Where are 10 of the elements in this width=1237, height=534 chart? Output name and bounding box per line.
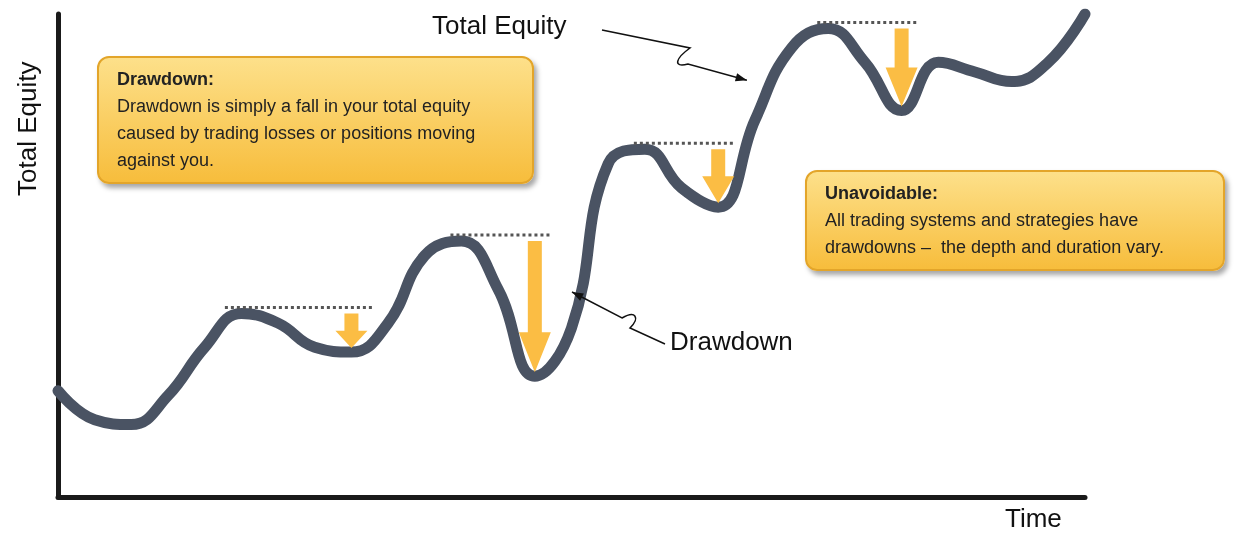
text-box: Unavoidable: All trading systems and strategies have drawdowns – the depth and duration vary. [805, 170, 1225, 271]
text: Total Equity [432, 10, 567, 41]
text-box: Drawdown: Drawdown is simply a fall in your total equity caused by trading losses or positions moving against you. [97, 56, 534, 184]
annotation: Drawdown: [117, 68, 215, 91]
annotation: All trading systems and strategies have drawdowns – the depth and duration vary. [825, 210, 1164, 257]
x-axis-title: Time [1005, 503, 1062, 534]
y-axis-title: Total Equity [12, 61, 43, 196]
annotation: Drawdown [670, 326, 793, 357]
annotation: Unavoidable: [825, 182, 940, 205]
annotation: Drawdown is simply a fall in your total equity caused by trading losses or positions moving against you. [117, 96, 477, 170]
